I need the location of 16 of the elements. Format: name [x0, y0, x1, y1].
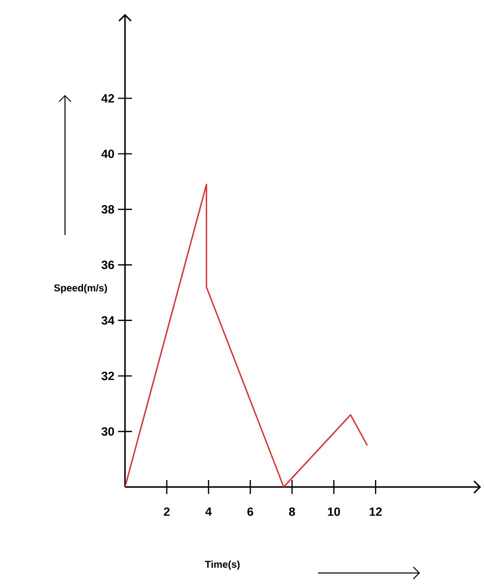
y-tick-label: 32 [101, 372, 114, 380]
x-axis-title: Time(s) [204, 560, 240, 570]
y-tick-label: 34 [101, 316, 114, 325]
y-tick-label: 36 [101, 260, 114, 270]
x-tick-label: 2 [164, 507, 170, 516]
x-tick-label: 8 [289, 507, 296, 516]
x-tick-label: 4 [205, 507, 212, 516]
y-axis-title: Speed(m/s) [54, 284, 107, 294]
y-tick-label: 38 [101, 205, 114, 214]
x-tick-label: 12 [370, 507, 382, 516]
x-tick-label: 10 [328, 507, 340, 516]
y-tick-label: 30 [101, 427, 114, 436]
y-tick-label: 42 [101, 94, 114, 102]
y-tick-label: 40 [101, 150, 114, 158]
line-series [125, 184, 368, 487]
x-tick-label: 6 [247, 507, 254, 516]
